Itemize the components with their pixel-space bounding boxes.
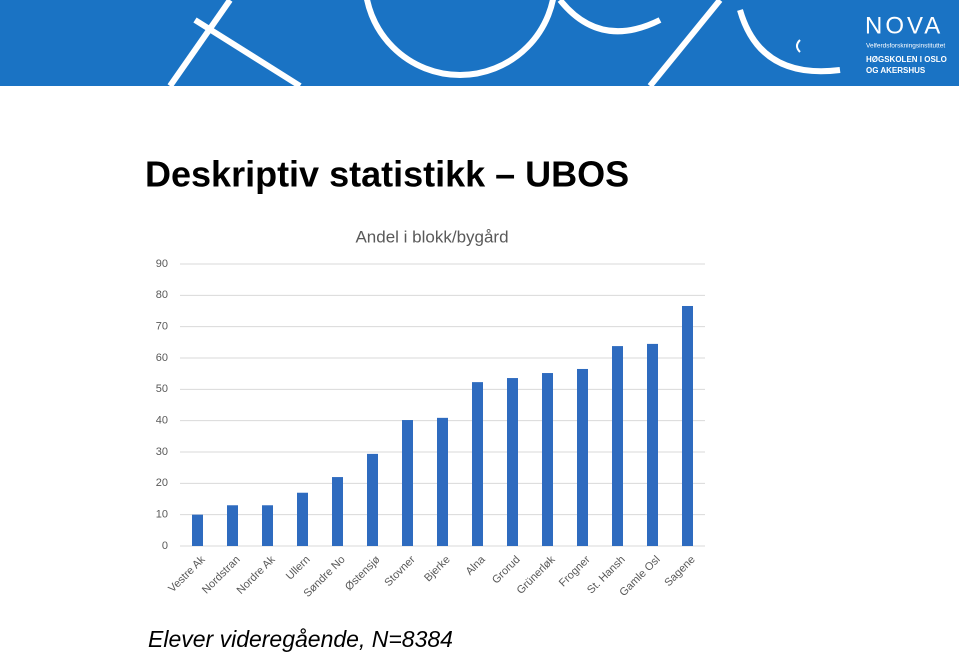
y-tick-label: 80 [156, 289, 168, 301]
x-tick-label: Bjerke [422, 554, 453, 585]
logo-school: HØGSKOLEN I OSLO [866, 55, 947, 64]
x-tick-label: Østensjø [343, 553, 383, 593]
slide-footer: Elever videregående, N=8384 [148, 626, 453, 652]
x-tick-label: Grorud [490, 554, 523, 587]
y-tick-label: 0 [162, 540, 168, 552]
bar [577, 368, 588, 546]
chart-title: Andel i blokk/bygård [355, 227, 508, 246]
bar [297, 492, 308, 546]
x-tick-label: Stovner [382, 553, 418, 589]
logo-school: OG AKERSHUS [866, 66, 926, 75]
logo: NOVA [865, 12, 943, 39]
bar [507, 378, 518, 546]
y-tick-label: 70 [156, 321, 168, 333]
y-tick-label: 10 [156, 509, 168, 521]
y-tick-label: 60 [156, 352, 168, 364]
x-tick-label: Grünerløk [515, 553, 558, 596]
bar [262, 505, 273, 546]
bar [472, 382, 483, 546]
y-tick-label: 40 [156, 415, 168, 427]
y-tick-label: 50 [156, 383, 168, 395]
bar [612, 346, 623, 546]
bar [682, 305, 693, 546]
bar [192, 514, 203, 546]
bar [367, 453, 378, 546]
x-tick-label: Ullern [284, 554, 313, 583]
y-tick-label: 90 [156, 258, 168, 270]
bar [402, 420, 413, 546]
x-tick-label: Nordre Ak [235, 553, 278, 596]
x-tick-label: Alna [464, 553, 489, 578]
bar [227, 505, 238, 546]
slide-title: Deskriptiv statistikk – UBOS [145, 154, 629, 195]
bar [542, 373, 553, 546]
bar [647, 343, 658, 546]
x-tick-label: Sagene [662, 554, 697, 589]
y-tick-label: 30 [156, 446, 168, 458]
logo-box [851, 0, 959, 86]
y-tick-label: 20 [156, 477, 168, 489]
logo-institute: Velferdsforskningsinstituttet [866, 43, 945, 50]
bar [437, 417, 448, 546]
bar [332, 477, 343, 546]
header-decoration [167, 0, 841, 89]
